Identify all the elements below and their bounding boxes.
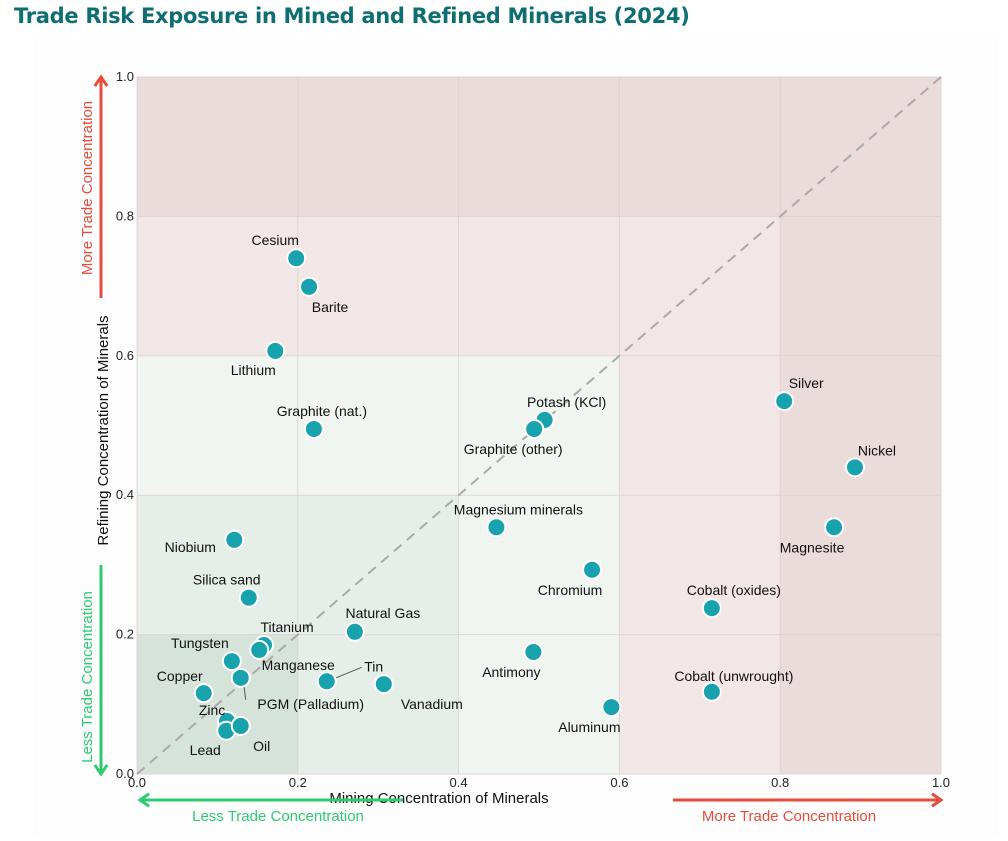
data-point — [844, 457, 865, 478]
y-tick-label: 0.8 — [116, 208, 134, 223]
point-label: Magnesium minerals — [454, 501, 583, 517]
point-label: Aluminum — [558, 719, 620, 735]
y-tick-label: 0.6 — [116, 348, 134, 363]
point-label: Chromium — [538, 582, 603, 598]
point-label: Cesium — [251, 232, 298, 248]
data-point — [230, 715, 251, 736]
point-label: Potash (KCl) — [527, 394, 606, 410]
x-axis-label: Mining Concentration of Minerals — [329, 790, 548, 807]
x-tick-label: 0.8 — [771, 775, 789, 790]
y-tick-label: 0.0 — [116, 766, 134, 781]
data-point — [601, 697, 622, 718]
y-low-arrow-head — [93, 764, 109, 777]
point-label: Niobium — [165, 539, 216, 555]
data-point — [303, 418, 324, 439]
point-label: Antimony — [482, 664, 540, 680]
point-label: Oil — [253, 738, 270, 754]
point-label: Silver — [789, 375, 824, 391]
point-label: Vanadium — [401, 696, 463, 712]
point-label: Copper — [157, 668, 203, 684]
data-point — [373, 674, 394, 695]
data-point — [238, 587, 259, 608]
point-label: Cobalt (unwrought) — [674, 668, 793, 684]
y-tick-label: 1.0 — [116, 69, 134, 84]
data-point — [344, 621, 365, 642]
data-point — [249, 639, 270, 660]
point-label: Nickel — [858, 442, 896, 458]
data-point — [774, 391, 795, 412]
data-point — [523, 642, 544, 663]
point-label: Titanium — [260, 619, 313, 635]
y-high-arrow-head — [93, 74, 109, 87]
zone-very-high-mining — [780, 77, 941, 774]
data-point — [286, 248, 307, 269]
y-axis-label: Refining Concentration of Minerals — [95, 315, 112, 545]
x-tick-label: 1.0 — [932, 775, 950, 790]
data-point — [582, 559, 603, 580]
point-label: Magnesite — [780, 539, 845, 555]
y-tick-label: 0.4 — [116, 487, 134, 502]
x-tick-label: 0.0 — [128, 775, 146, 790]
data-point — [230, 667, 251, 688]
data-point — [221, 651, 242, 672]
data-point — [299, 276, 320, 297]
leader-line — [334, 666, 362, 679]
data-point — [824, 517, 845, 538]
point-label: Barite — [312, 299, 349, 315]
point-label: Lead — [190, 742, 221, 758]
point-label: Natural Gas — [346, 605, 421, 621]
point-label: Lithium — [231, 362, 276, 378]
data-point — [486, 517, 507, 538]
x-low-arrow-head — [137, 792, 150, 808]
point-label: Manganese — [262, 657, 335, 673]
y-high-annotation: More Trade Concentration — [79, 101, 96, 275]
point-label: Zinc — [199, 702, 225, 718]
point-label: PGM (Palladium) — [257, 696, 364, 712]
chart-title: Trade Risk Exposure in Mined and Refined… — [14, 4, 690, 28]
data-point — [701, 598, 722, 619]
x-tick-label: 0.6 — [610, 775, 628, 790]
x-high-annotation: More Trade Concentration — [702, 808, 876, 825]
x-tick-label: 0.4 — [450, 775, 468, 790]
point-label: Graphite (nat.) — [277, 403, 367, 419]
point-label: Tin — [364, 658, 383, 674]
data-point — [316, 671, 337, 692]
point-label: Silica sand — [193, 572, 261, 588]
point-label: Graphite (other) — [464, 441, 563, 457]
x-high-arrow-head — [931, 792, 944, 808]
data-point — [701, 681, 722, 702]
point-label: Tungsten — [171, 635, 229, 651]
data-point — [524, 418, 545, 439]
data-point — [224, 529, 245, 550]
data-point — [265, 340, 286, 361]
x-low-annotation: Less Trade Concentration — [192, 808, 364, 825]
x-tick-label: 0.2 — [289, 775, 307, 790]
data-point — [193, 683, 214, 704]
y-tick-label: 0.2 — [116, 627, 134, 642]
point-label: Cobalt (oxides) — [687, 582, 781, 598]
y-low-annotation: Less Trade Concentration — [79, 591, 96, 763]
